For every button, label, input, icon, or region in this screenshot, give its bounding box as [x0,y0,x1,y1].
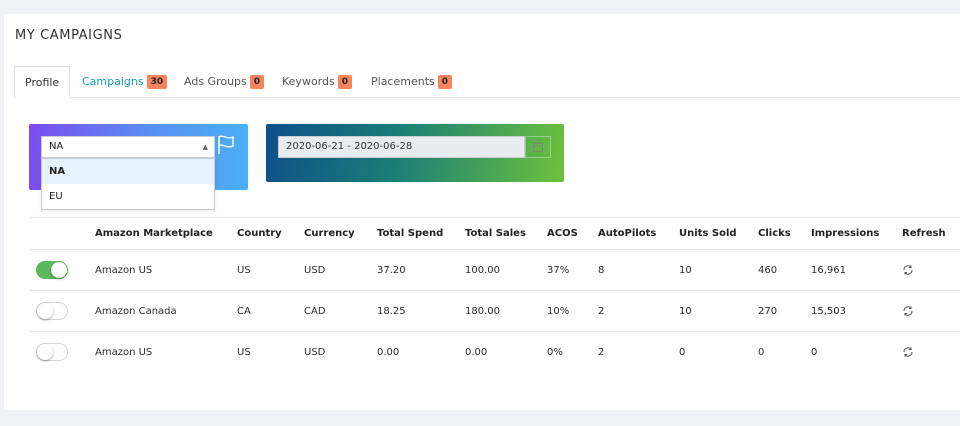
cell-units: 10 [679,249,758,291]
cell-autopilots: 2 [598,346,605,358]
cell-spend: 18.25 [377,290,465,332]
cell-sales: 100.00 [465,249,547,291]
enable-toggle[interactable] [36,302,68,320]
tab-placements[interactable]: Placements 0 [371,66,453,97]
cell-marketplace: Amazon US [95,346,153,358]
cell-impressions: 15,503 [811,290,902,332]
count-badge: 0 [249,75,265,89]
cell-country: CA [237,290,304,332]
flag-icon[interactable] [216,134,236,156]
region-option-na[interactable]: NA [42,159,214,184]
cell-spend: 37.20 [377,249,465,291]
cell-autopilots: 8 [598,249,679,291]
table-row: Amazon US US USD 0.00 0.00 0% 2 0 0 0 [30,332,960,373]
cell-country: US [237,249,304,291]
cell-sales: 180.00 [465,290,547,332]
tab-campaigns[interactable]: Campaigns 30 [82,66,168,97]
count-badge: 0 [337,75,352,89]
cell-units: 0 [679,346,686,358]
refresh-icon[interactable] [902,346,914,358]
count-badge: 0 [437,75,453,89]
col-header-total-spend: Total Spend [377,217,465,250]
tab-label: Placements [371,75,435,88]
region-select[interactable]: NA ▲ [41,136,215,158]
cell-country: US [237,346,251,358]
calendar-icon [533,143,543,152]
enable-toggle[interactable] [36,261,68,279]
date-range-input[interactable]: 2020-06-21 - 2020-06-28 [278,136,525,158]
col-header-impressions: Impressions [811,217,902,250]
tab-keywords[interactable]: Keywords 0 [282,66,352,97]
cell-marketplace: Amazon Canada [95,290,237,332]
cell-currency: USD [304,249,377,291]
col-header-currency: Currency [304,217,377,250]
tab-label: Profile [25,76,60,89]
calendar-button[interactable] [525,136,551,158]
col-header-autopilots: AutoPilots [598,217,679,250]
col-header-acos: ACOS [547,217,598,250]
cell-impressions: 16,961 [811,249,902,291]
cell-impressions: 0 [811,346,818,358]
tab-bar: Profile Campaigns 30 Ads Groups 0 Keywords… [14,66,960,98]
col-header-clicks: Clicks [758,217,811,250]
cell-autopilots: 2 [598,290,679,332]
col-header-toggle [30,217,95,250]
campaigns-table: Amazon Marketplace Country Currency Tota… [30,217,960,372]
region-option-eu[interactable]: EU [49,191,63,202]
enable-toggle[interactable] [36,343,68,361]
refresh-icon[interactable] [902,264,914,276]
region-dropdown: NA EU [41,158,215,210]
cell-spend: 0.00 [377,346,400,358]
cell-clicks: 460 [758,249,811,291]
cell-currency: CAD [304,290,377,332]
cell-acos: 37% [547,249,598,291]
cell-acos: 0% [547,346,563,358]
cell-currency: USD [304,346,326,358]
tab-profile[interactable]: Profile [14,66,71,98]
table-row: Amazon Canada CA CAD 18.25 180.00 10% 2 … [30,290,960,332]
col-header-total-sales: Total Sales [465,217,547,250]
col-header-marketplace: Amazon Marketplace [95,217,237,250]
cell-clicks: 0 [758,346,765,358]
region-selected-value: NA [49,141,64,152]
col-header-country: Country [237,217,304,250]
cell-sales: 0.00 [465,346,488,358]
col-header-refresh: Refresh [902,217,960,250]
cell-marketplace: Amazon US [95,249,237,291]
tab-label: Ads Groups [184,75,247,88]
table-row: Amazon US US USD 37.20 100.00 37% 8 10 4… [30,249,960,291]
cell-units: 10 [679,290,758,332]
cell-clicks: 270 [758,290,811,332]
caret-up-icon: ▲ [202,143,208,151]
page-title: MY CAMPAIGNS [15,28,123,43]
tab-label: Campaigns [82,75,144,88]
cell-acos: 10% [547,290,598,332]
table-header-row: Amazon Marketplace Country Currency Tota… [30,217,960,250]
tab-label: Keywords [282,75,335,88]
col-header-units-sold: Units Sold [679,217,758,250]
count-badge: 30 [146,75,168,89]
refresh-icon[interactable] [902,305,914,317]
tab-ads-groups[interactable]: Ads Groups 0 [184,66,265,97]
